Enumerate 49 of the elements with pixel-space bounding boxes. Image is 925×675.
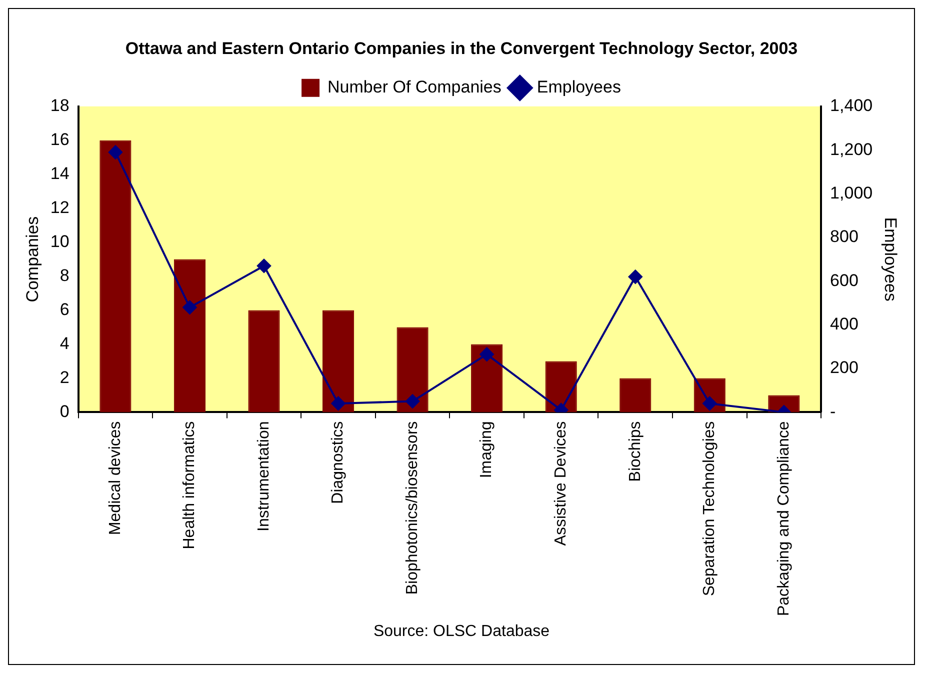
- point: [628, 270, 642, 284]
- x-tick-label: Separation Technologies: [701, 421, 718, 596]
- bar: [620, 378, 652, 412]
- y-tick-label: 10: [50, 232, 70, 252]
- chart-title: Ottawa and Eastern Ontario Companies in the Convergent Technology Sector, 2003: [125, 38, 798, 58]
- y2-tick-label: 1,400: [830, 96, 873, 116]
- x-tick-label: Imaging: [478, 421, 496, 478]
- y-tick-label: 18: [50, 96, 70, 116]
- y2-tick-label: 1,200: [830, 140, 873, 159]
- bar: [471, 344, 503, 412]
- y-axis-title: Companies: [22, 216, 42, 302]
- y-tick-label: 2: [60, 368, 70, 387]
- y-tick-label: 4: [60, 334, 70, 353]
- bar: [100, 140, 132, 412]
- x-tick-label: Instrumentation: [255, 421, 272, 532]
- point: [702, 396, 717, 410]
- y-tick-label: 0: [60, 402, 70, 421]
- point: [480, 347, 494, 362]
- x-tick-label: Medical devices: [106, 421, 124, 536]
- y-tick-label: 14: [50, 164, 70, 184]
- x-tick-label: Diagnostics: [330, 421, 347, 504]
- point: [406, 394, 420, 408]
- bar: [322, 310, 354, 412]
- x-tick-label: Packaging and Compliance: [775, 421, 792, 616]
- y2-tick-label: 800: [830, 227, 858, 246]
- y2-axis-title: Employees: [881, 217, 900, 302]
- point: [256, 258, 271, 273]
- y-tick-label: 6: [60, 300, 70, 319]
- y2-tick-label: 600: [830, 270, 858, 290]
- y-tick-label: 12: [50, 198, 70, 218]
- x-tick-label: Health informatics: [181, 421, 198, 550]
- y-tick-label: 8: [60, 266, 70, 285]
- point: [108, 145, 122, 160]
- point: [331, 396, 346, 410]
- x-tick-label: Biophotonics/biosensors: [404, 421, 421, 595]
- bar: [396, 327, 428, 412]
- legend-label: Number Of Companies: [328, 78, 502, 97]
- point: [182, 300, 197, 314]
- y2-tick-label: 400: [830, 314, 858, 334]
- source-note: Source: OLSC Database: [372, 623, 551, 641]
- x-tick-label: Assistive Devices: [552, 421, 570, 546]
- y2-tick-label: 1,000: [830, 183, 873, 202]
- y2-tick-label: 200: [830, 358, 858, 378]
- y2-tick-label: -: [830, 402, 836, 421]
- bar: [174, 259, 206, 412]
- x-tick-label: Biochips: [626, 421, 644, 482]
- y-tick-label: 16: [50, 130, 70, 150]
- legend-label: Employees: [536, 78, 621, 97]
- bar: [248, 310, 280, 412]
